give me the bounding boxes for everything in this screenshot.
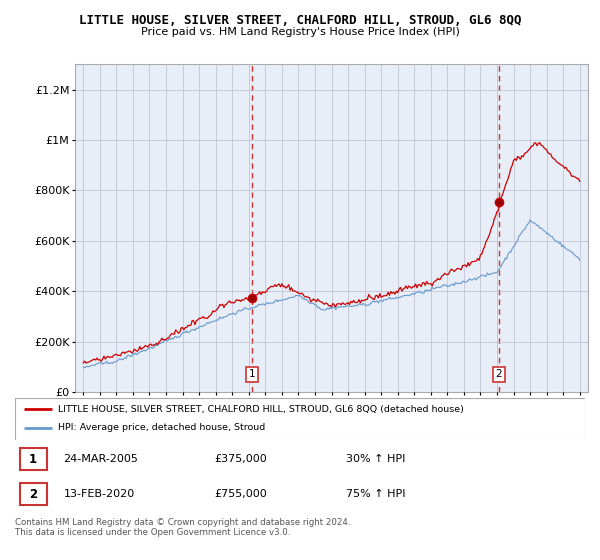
Text: £375,000: £375,000 [215, 454, 267, 464]
Text: 13-FEB-2020: 13-FEB-2020 [64, 489, 134, 499]
Text: 30% ↑ HPI: 30% ↑ HPI [346, 454, 405, 464]
Text: 2: 2 [496, 370, 502, 380]
Bar [20, 448, 47, 470]
Text: 1: 1 [29, 452, 37, 466]
Bar [20, 483, 47, 505]
Text: 2: 2 [29, 488, 37, 501]
Text: HPI: Average price, detached house, Stroud: HPI: Average price, detached house, Stro… [58, 423, 265, 432]
Text: £755,000: £755,000 [215, 489, 267, 499]
Text: 75% ↑ HPI: 75% ↑ HPI [346, 489, 405, 499]
Text: Price paid vs. HM Land Registry's House Price Index (HPI): Price paid vs. HM Land Registry's House … [140, 27, 460, 37]
Text: Contains HM Land Registry data © Crown copyright and database right 2024.
This d: Contains HM Land Registry data © Crown c… [15, 518, 350, 538]
Text: LITTLE HOUSE, SILVER STREET, CHALFORD HILL, STROUD, GL6 8QQ: LITTLE HOUSE, SILVER STREET, CHALFORD HI… [79, 14, 521, 27]
Text: 24-MAR-2005: 24-MAR-2005 [64, 454, 139, 464]
Text: 1: 1 [249, 370, 256, 380]
Text: LITTLE HOUSE, SILVER STREET, CHALFORD HILL, STROUD, GL6 8QQ (detached house): LITTLE HOUSE, SILVER STREET, CHALFORD HI… [58, 405, 464, 414]
